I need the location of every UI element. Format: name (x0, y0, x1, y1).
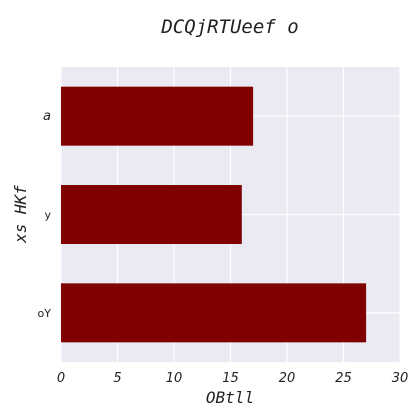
x-tick-label: 15 (222, 371, 239, 386)
x-tick-label: 25 (335, 371, 352, 386)
y-tick-label: oY (38, 307, 52, 320)
x-tick-label: 0 (57, 371, 65, 386)
bar-y (61, 185, 242, 244)
x-axis-label: OBtll (206, 388, 254, 407)
y-axis-label: xs HKf (11, 185, 30, 244)
x-tick-label: 10 (166, 371, 183, 386)
y-axis-ticks: a y oY (38, 109, 52, 320)
bar-oY (61, 283, 367, 343)
x-tick-label: 5 (113, 371, 121, 386)
bar-a (61, 86, 254, 146)
x-tick-label: 20 (279, 371, 296, 386)
y-tick-label: y (44, 209, 51, 222)
x-axis-ticks: 0 5 10 15 20 25 30 (57, 371, 408, 386)
x-tick-label: 30 (392, 371, 409, 386)
bars (61, 86, 367, 343)
chart-title: DCQjRTUeef o (160, 16, 298, 38)
y-tick-label: a (43, 109, 51, 124)
